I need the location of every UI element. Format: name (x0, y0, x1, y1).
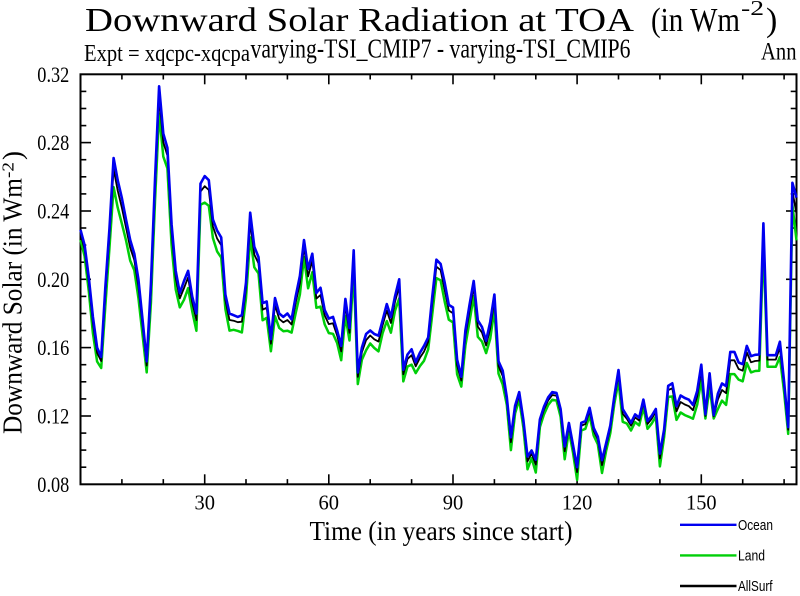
svg-text:Time (in years since start): Time (in years since start) (310, 516, 573, 546)
svg-text:AllSurf: AllSurf (738, 579, 773, 591)
svg-text:-2: -2 (0, 162, 18, 178)
svg-text:Expt = xqcpc-xqcpa: Expt = xqcpc-xqcpa (84, 41, 250, 67)
svg-text:Ocean: Ocean (738, 518, 773, 534)
svg-text:0.28: 0.28 (37, 130, 69, 155)
svg-text:0.20: 0.20 (37, 267, 69, 292)
svg-text:): ) (0, 151, 28, 160)
svg-text:Downward Solar Radiation at TO: Downward Solar Radiation at TOA (85, 2, 634, 39)
svg-text:Downward Solar (in Wm: Downward Solar (in Wm (0, 178, 28, 434)
svg-text:0.32: 0.32 (37, 62, 69, 87)
svg-text:varying-TSI_CMIP7 - varying-TS: varying-TSI_CMIP7 - varying-TSI_CMIP6 (251, 34, 631, 64)
svg-text:): ) (766, 2, 777, 39)
svg-text:30: 30 (194, 491, 215, 515)
svg-text:(in Wm: (in Wm (651, 2, 740, 39)
svg-text:-2: -2 (741, 0, 764, 20)
svg-text:0.16: 0.16 (37, 335, 69, 360)
svg-text:60: 60 (319, 491, 340, 515)
svg-text:120: 120 (562, 491, 593, 515)
svg-text:90: 90 (443, 491, 464, 515)
svg-text:0.12: 0.12 (37, 404, 69, 429)
svg-text:Land: Land (738, 549, 765, 565)
svg-text:0.24: 0.24 (37, 199, 69, 224)
svg-text:150: 150 (686, 491, 717, 515)
svg-text:Ann: Ann (761, 39, 797, 66)
svg-text:0.08: 0.08 (37, 472, 69, 497)
